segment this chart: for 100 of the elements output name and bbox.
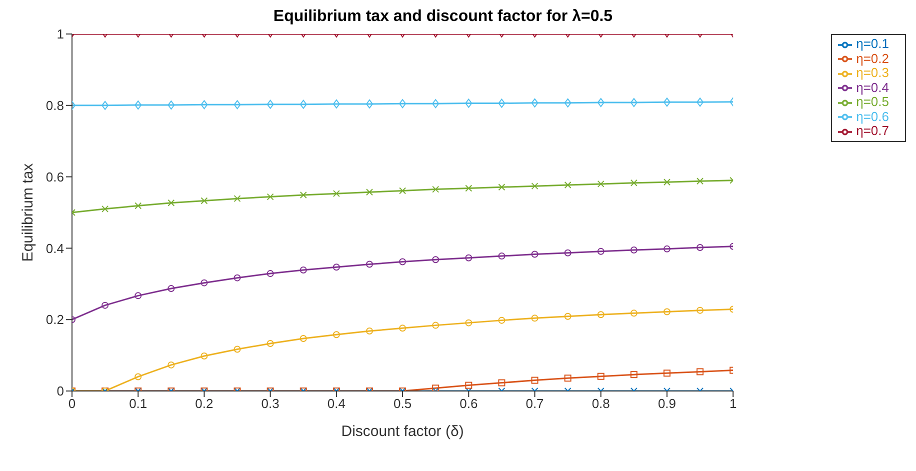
x-tick-label: 0.1 — [129, 396, 148, 412]
point — [663, 98, 670, 107]
point — [366, 99, 373, 108]
point — [498, 252, 506, 260]
point — [432, 384, 440, 391]
point — [200, 352, 208, 360]
point — [663, 178, 670, 186]
legend-label: η=0.2 — [856, 50, 889, 66]
x-tick-label: 0 — [68, 396, 76, 412]
point — [266, 100, 274, 109]
y-tick-label: 0.6 — [46, 169, 64, 184]
point — [432, 186, 440, 193]
legend-label: η=0.6 — [856, 108, 889, 124]
point — [465, 382, 472, 389]
point — [234, 346, 241, 353]
legend-label: η=0.7 — [856, 123, 889, 138]
x-tick-label: 0.9 — [658, 396, 676, 412]
y-tick-label: 0 — [56, 384, 64, 399]
point — [498, 379, 506, 386]
point — [564, 182, 572, 189]
point — [696, 178, 704, 185]
point — [102, 205, 109, 212]
point — [366, 328, 373, 335]
point — [597, 311, 604, 318]
point — [234, 195, 241, 202]
y-axis-title: Equilibrium tax — [19, 162, 36, 262]
point — [696, 306, 704, 314]
point — [134, 100, 142, 110]
point — [465, 254, 472, 262]
point — [134, 373, 142, 380]
point — [564, 249, 572, 256]
point — [630, 179, 638, 186]
point — [102, 302, 109, 309]
x-tick-label: 0.4 — [327, 396, 346, 412]
point — [300, 335, 307, 342]
point — [630, 98, 638, 108]
point — [531, 98, 538, 108]
point — [399, 324, 406, 332]
point — [531, 250, 538, 258]
point — [366, 188, 373, 196]
y-tick-label: 0.4 — [46, 240, 64, 256]
point — [498, 98, 506, 108]
y-tick-label: 0.2 — [46, 312, 64, 328]
point — [696, 368, 704, 376]
x-tick-label: 0.3 — [261, 396, 280, 412]
point — [332, 99, 340, 108]
legend-label: η=0.4 — [856, 80, 889, 95]
point — [597, 248, 604, 255]
point — [663, 308, 670, 316]
point — [266, 270, 274, 278]
x-tick-label: 0.6 — [460, 396, 478, 412]
point — [630, 246, 638, 254]
point — [696, 244, 704, 251]
point — [630, 310, 638, 317]
x-tick-label: 0.7 — [526, 396, 544, 412]
point — [465, 184, 472, 192]
point — [332, 264, 340, 271]
point — [300, 266, 307, 274]
point — [564, 98, 572, 108]
y-tick-label: 1 — [56, 26, 64, 42]
point — [597, 180, 604, 188]
point — [102, 100, 109, 110]
x-tick-label: 1 — [729, 396, 737, 412]
point — [168, 100, 175, 110]
point — [168, 361, 175, 368]
legend-label: η=0.5 — [856, 94, 889, 110]
point — [399, 187, 406, 194]
point — [597, 372, 604, 380]
point — [531, 314, 538, 322]
x-axis-title: Discount factor (δ) — [341, 423, 464, 440]
point — [399, 99, 406, 108]
point — [663, 245, 670, 252]
point — [134, 292, 142, 300]
x-tick-label: 0.8 — [592, 396, 610, 412]
point — [200, 197, 208, 204]
point — [332, 190, 340, 198]
point — [399, 258, 406, 266]
point — [630, 371, 638, 378]
point — [432, 256, 440, 264]
point — [266, 193, 274, 200]
point — [366, 260, 373, 268]
point — [465, 98, 472, 108]
point — [200, 279, 208, 286]
point — [134, 202, 142, 210]
point — [200, 100, 208, 110]
point — [498, 184, 506, 191]
point — [564, 312, 572, 320]
point — [432, 99, 440, 108]
point — [234, 274, 241, 282]
point — [432, 322, 440, 329]
point — [332, 331, 340, 338]
point — [597, 98, 604, 108]
point — [300, 100, 307, 109]
point — [168, 285, 175, 292]
point — [663, 370, 670, 377]
chart-title: Equilibrium tax and discount factor for λ=0.5 — [272, 8, 614, 26]
point — [531, 376, 538, 384]
y-tick-label: 0.8 — [46, 98, 64, 114]
point — [498, 316, 506, 324]
legend-label: η=0.3 — [856, 65, 889, 80]
